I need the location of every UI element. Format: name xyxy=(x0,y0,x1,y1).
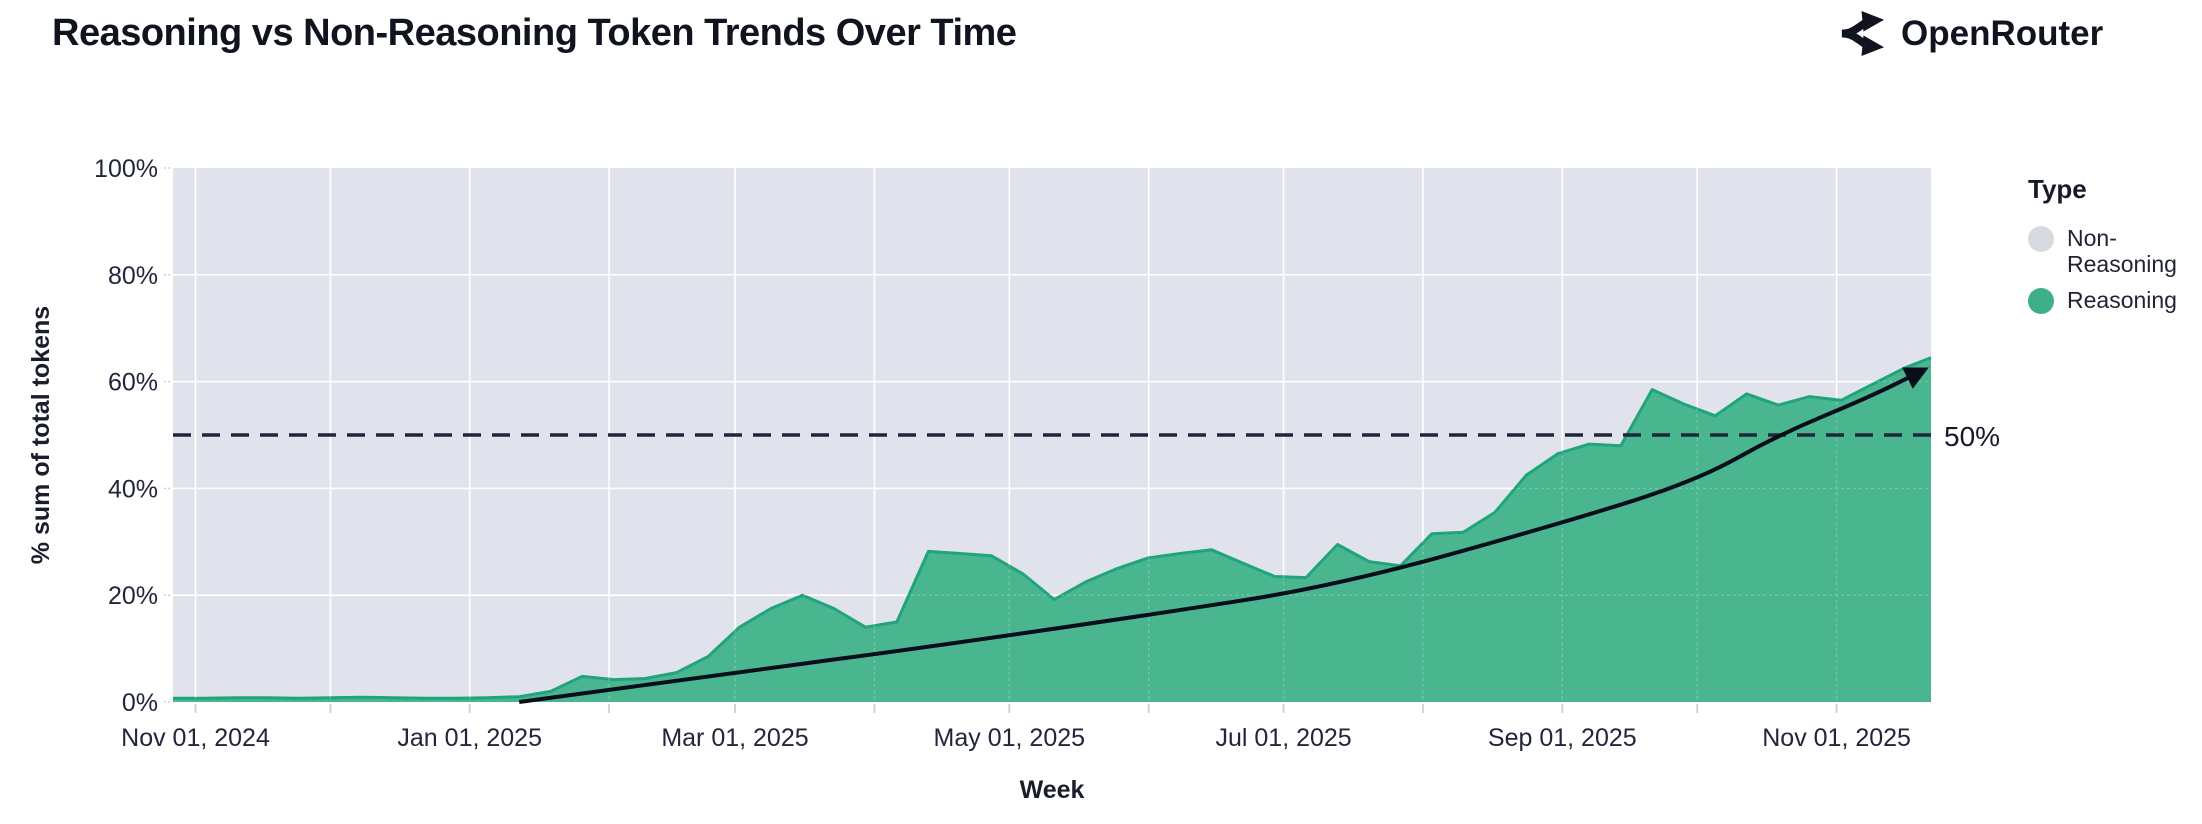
reasoning-swatch xyxy=(2028,288,2054,315)
openrouter-logo-icon xyxy=(1841,10,1885,57)
y-tick-label: 100% xyxy=(94,155,158,183)
reasoning-area-edge xyxy=(173,356,1932,700)
y-tick-label: 20% xyxy=(108,582,158,610)
y-tick-label: 40% xyxy=(108,475,158,503)
legend-item-non-reasoning[interactable]: Non-Reasoning xyxy=(2028,225,2202,277)
non-reasoning-swatch xyxy=(2028,226,2054,252)
legend-item-label: Non-Reasoning xyxy=(2067,225,2177,278)
legend-title: Type xyxy=(2028,174,2087,204)
x-tick-label: Nov 01, 2025 xyxy=(1762,724,1911,752)
x-tick-label: Jul 01, 2025 xyxy=(1215,724,1351,752)
brand-name: OpenRouter xyxy=(1901,13,2104,53)
legend-item-reasoning[interactable]: Reasoning xyxy=(2028,287,2202,315)
y-tick-label: 60% xyxy=(108,369,158,397)
reasoning-area xyxy=(173,357,1931,702)
y-axis-title: % sum of total tokens xyxy=(27,305,55,565)
fifty-percent-label: 50% xyxy=(1944,421,2001,452)
x-tick-label: Sep 01, 2025 xyxy=(1488,724,1637,752)
x-tick-label: Nov 01, 2024 xyxy=(121,724,270,752)
page-title: Reasoning vs Non-Reasoning Token Trends … xyxy=(52,12,1017,54)
trend-arrow xyxy=(518,367,1929,704)
y-tick-label: 0% xyxy=(122,689,158,717)
legend: Type Non-Reasoning Reasoning xyxy=(2028,174,2202,324)
x-tick-label: Jan 01, 2025 xyxy=(397,724,542,752)
legend-item-label: Reasoning xyxy=(2067,287,2177,314)
brand: OpenRouter xyxy=(1838,10,2103,57)
x-axis-title: Week xyxy=(1019,776,1085,804)
y-tick-label: 80% xyxy=(108,262,158,290)
x-tick-label: May 01, 2025 xyxy=(934,724,1086,752)
x-tick-label: Mar 01, 2025 xyxy=(661,724,808,752)
